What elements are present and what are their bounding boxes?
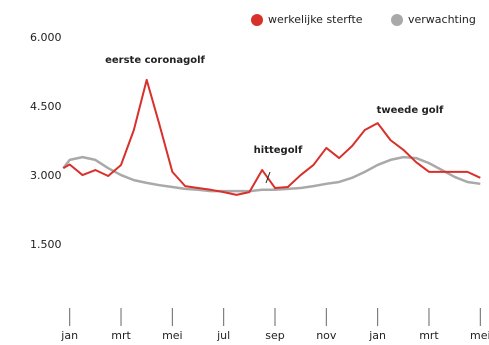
series-line bbox=[62, 78, 481, 196]
legend-swatch bbox=[251, 14, 263, 26]
legend-label: werkelijke sterfte bbox=[268, 13, 363, 26]
legend-swatch bbox=[391, 14, 403, 26]
x-tick-label: jan bbox=[368, 329, 386, 342]
x-tick-label: jul bbox=[216, 329, 230, 342]
annotation: eerste coronagolf bbox=[105, 55, 205, 66]
y-tick-label: 6.000 bbox=[30, 31, 62, 44]
x-tick-label: mei bbox=[162, 329, 183, 342]
y-tick-label: 4.500 bbox=[30, 100, 62, 113]
y-tick-label: 1.500 bbox=[30, 238, 62, 251]
x-tick-label: mrt bbox=[111, 329, 131, 342]
annotation-pointer bbox=[265, 171, 271, 184]
legend-label: verwachting bbox=[408, 13, 476, 26]
x-tick-label: mrt bbox=[419, 329, 439, 342]
series-line bbox=[62, 155, 481, 193]
y-tick-label: 3.000 bbox=[30, 169, 62, 182]
annotation: tweede golf bbox=[377, 105, 444, 116]
x-tick-label: nov bbox=[316, 329, 337, 342]
x-tick-label: jan bbox=[60, 329, 78, 342]
x-tick-label: sep bbox=[265, 329, 284, 342]
x-tick-label: mei bbox=[470, 329, 489, 342]
annotation: hittegolf bbox=[254, 145, 303, 156]
